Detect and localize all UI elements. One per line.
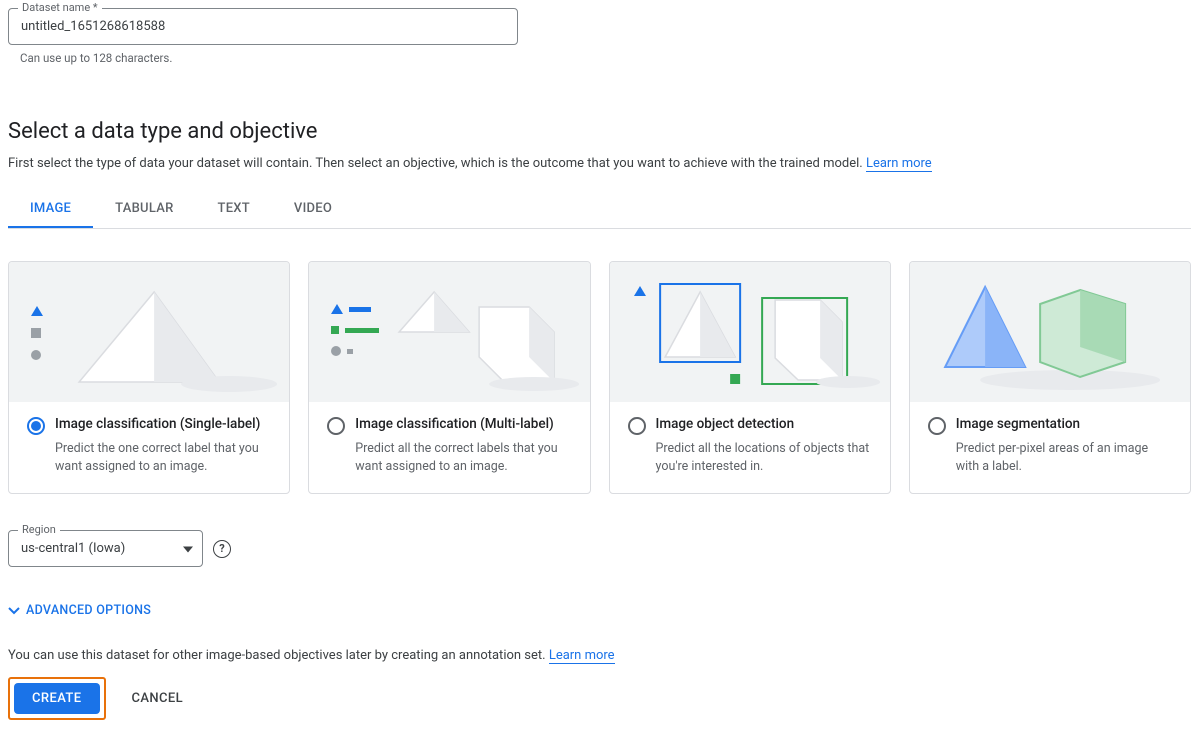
card-subtitle: Predict the one correct label that you w… [55,440,271,475]
triangle-icon [331,304,343,314]
learn-more-link[interactable]: Learn more [866,156,932,172]
card-illustration [309,262,589,402]
section-desc-text: First select the type of data your datas… [8,156,866,171]
card-body: Image segmentation Predict per-pixel are… [910,402,1190,493]
dataset-name-label: Dataset name * [18,1,102,14]
cancel-button[interactable]: CANCEL [126,690,190,707]
legend-icons [31,306,43,360]
circle-icon [31,350,41,360]
note-text: You can use this dataset for other image… [8,648,549,663]
annotation-note: You can use this dataset for other image… [8,648,1191,663]
segmentation-illustration [910,262,1190,402]
legend-icons [331,304,379,356]
radio-segmentation[interactable] [928,417,946,435]
tab-image[interactable]: IMAGE [8,191,93,228]
card-object-detection[interactable]: Image object detection Predict all the l… [609,261,891,494]
advanced-options-label: ADVANCED OPTIONS [26,603,151,618]
card-single-label[interactable]: Image classification (Single-label) Pred… [8,261,290,494]
card-title: Image classification (Multi-label) [355,416,571,432]
triangle-icon [31,306,43,316]
card-segmentation[interactable]: Image segmentation Predict per-pixel are… [909,261,1191,494]
tab-video[interactable]: VIDEO [272,191,354,228]
bar-icon [347,349,353,354]
tab-text[interactable]: TEXT [196,191,272,228]
card-illustration [610,262,890,402]
data-type-tabs: IMAGE TABULAR TEXT VIDEO [8,191,1191,229]
bar-icon [349,307,371,312]
radio-object-detection[interactable] [628,417,646,435]
create-highlight: CREATE [8,677,106,720]
dataset-name-helper: Can use up to 128 characters. [20,51,1191,65]
square-icon [331,326,339,334]
chevron-down-icon [8,607,20,615]
advanced-options-toggle[interactable]: ADVANCED OPTIONS [8,603,1191,618]
objective-cards: Image classification (Single-label) Pred… [8,261,1191,494]
detection-illustration [610,262,890,402]
button-row: CREATE CANCEL [8,677,1191,720]
section-description: First select the type of data your datas… [8,156,1191,171]
dataset-name-field: Dataset name * [8,8,1191,45]
card-body: Image object detection Predict all the l… [610,402,890,493]
card-title: Image segmentation [956,416,1172,432]
pyramid-illustration [9,262,289,402]
card-illustration [9,262,289,402]
card-subtitle: Predict all the correct labels that you … [355,440,571,475]
region-label: Region [18,523,60,536]
card-title: Image classification (Single-label) [55,416,271,432]
create-button[interactable]: CREATE [14,683,100,714]
card-multi-label[interactable]: Image classification (Multi-label) Predi… [308,261,590,494]
region-row: Region ? [8,530,1191,567]
card-title: Image object detection [656,416,872,432]
triangle-icon [634,286,646,296]
card-illustration [910,262,1190,402]
card-body: Image classification (Multi-label) Predi… [309,402,589,493]
section-heading: Select a data type and objective [8,119,1191,144]
bar-icon [345,328,379,333]
tab-tabular[interactable]: TABULAR [93,191,195,228]
card-subtitle: Predict all the locations of objects tha… [656,440,872,475]
card-body: Image classification (Single-label) Pred… [9,402,289,493]
circle-icon [331,346,341,356]
note-learn-more-link[interactable]: Learn more [549,648,615,664]
region-select-wrapper: Region [8,530,203,567]
card-subtitle: Predict per-pixel areas of an image with… [956,440,1172,475]
legend-triangle [634,286,646,296]
square-icon [31,328,41,338]
help-icon[interactable]: ? [213,540,231,558]
radio-single-label[interactable] [27,417,45,435]
radio-multi-label[interactable] [327,417,345,435]
